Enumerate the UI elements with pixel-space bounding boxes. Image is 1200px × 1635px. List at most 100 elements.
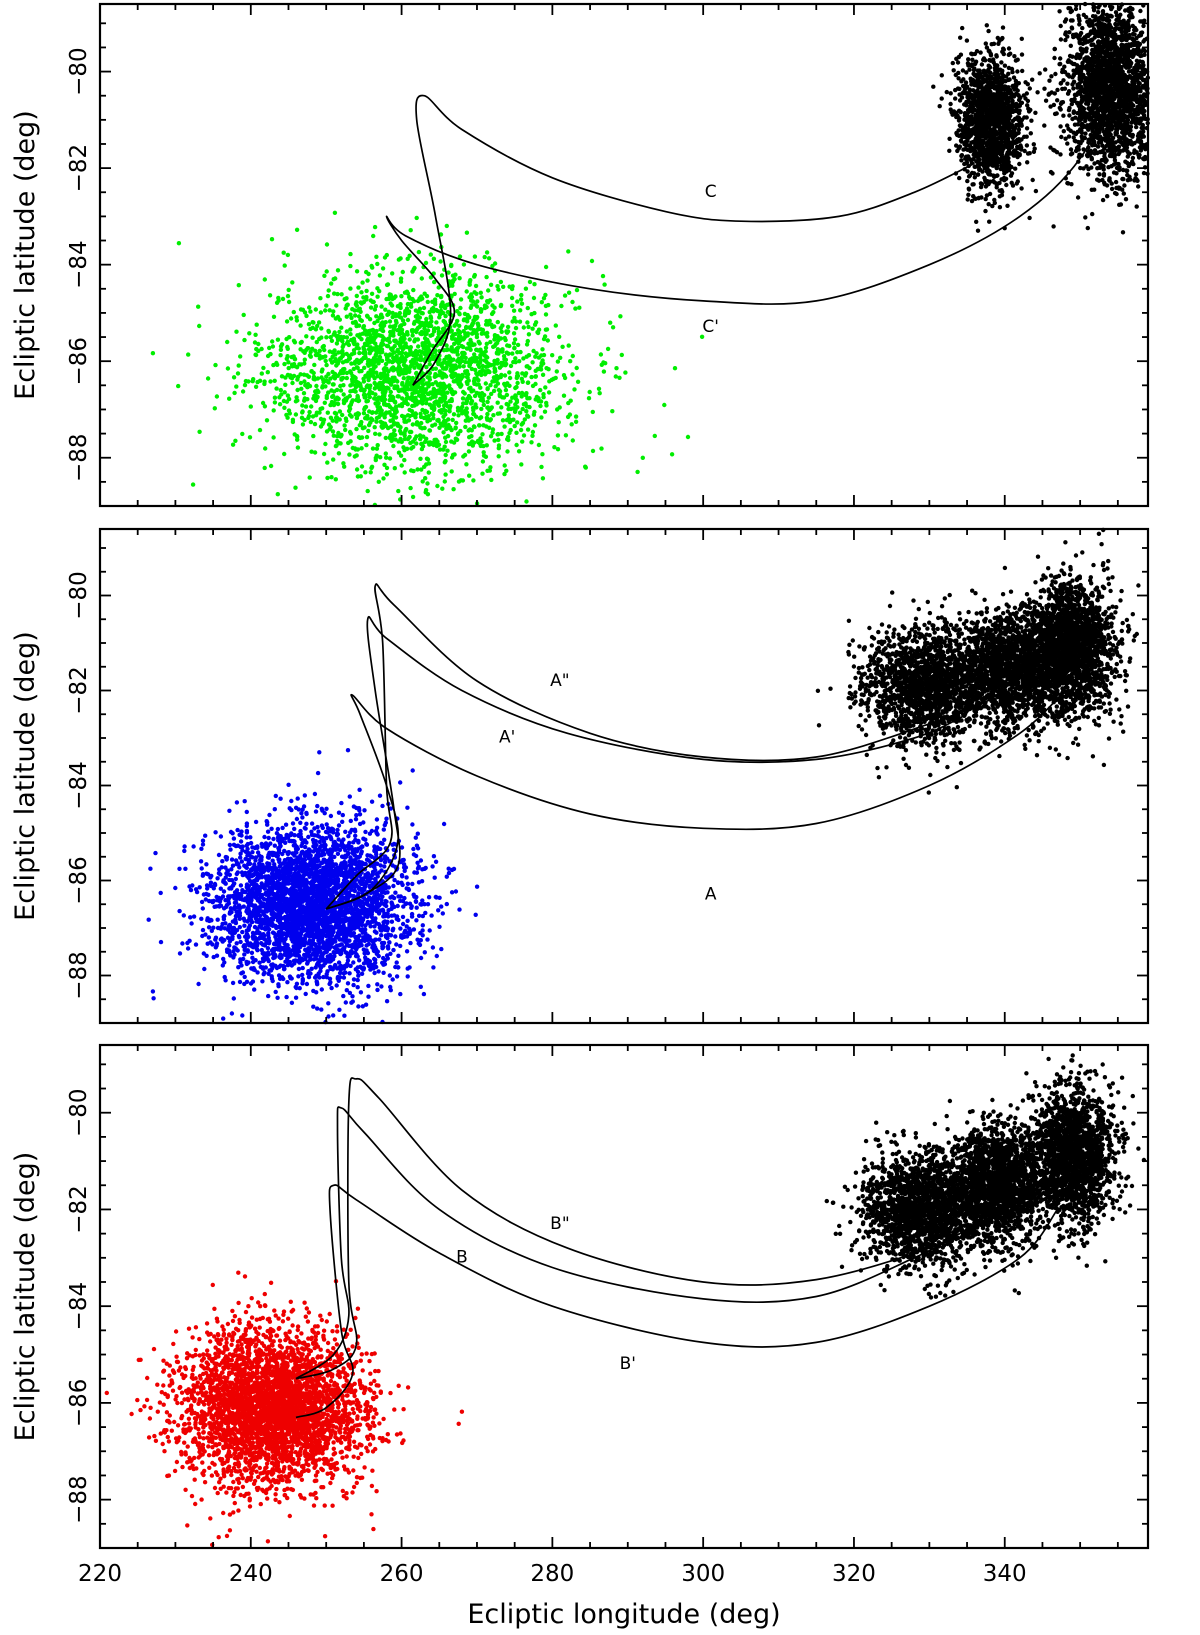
data-point	[965, 108, 971, 113]
data-point	[455, 432, 461, 437]
data-point	[959, 79, 964, 84]
data-point	[475, 314, 480, 320]
data-point	[530, 326, 535, 331]
data-point	[241, 312, 246, 318]
data-point	[485, 330, 490, 336]
data-point	[268, 379, 273, 384]
data-point	[970, 182, 975, 187]
data-point	[386, 309, 392, 314]
data-point	[454, 420, 459, 426]
data-point	[984, 98, 989, 103]
data-point	[299, 386, 304, 391]
data-point	[334, 303, 339, 308]
data-point	[150, 351, 156, 356]
data-point	[254, 346, 259, 352]
data-point	[247, 331, 252, 336]
data-point	[250, 379, 255, 384]
data-point	[490, 324, 495, 329]
data-point	[587, 389, 592, 395]
data-point	[462, 351, 467, 356]
data-point	[444, 223, 449, 229]
data-point	[474, 347, 479, 352]
data-point	[347, 452, 352, 457]
data-point	[525, 364, 530, 369]
data-point	[351, 366, 356, 372]
data-point	[491, 413, 496, 418]
data-point	[312, 362, 317, 368]
data-point	[430, 299, 435, 304]
data-point	[332, 410, 338, 416]
data-point	[404, 446, 410, 451]
data-point	[445, 390, 450, 395]
data-point	[965, 112, 970, 117]
data-point	[450, 417, 455, 423]
data-point	[532, 282, 537, 287]
data-point	[271, 314, 277, 319]
data-point	[489, 311, 495, 317]
data-point	[485, 417, 490, 422]
data-point	[262, 277, 267, 282]
data-point	[530, 429, 536, 435]
data-point	[511, 331, 517, 336]
data-point	[445, 433, 451, 439]
data-point	[393, 318, 399, 323]
data-point	[1042, 123, 1047, 128]
data-point	[983, 135, 989, 141]
data-point	[418, 323, 423, 328]
data-point	[1068, 147, 1074, 152]
data-point	[232, 390, 237, 396]
data-point	[278, 387, 283, 393]
data-point	[558, 355, 563, 360]
data-point	[344, 329, 349, 334]
data-point	[983, 41, 988, 46]
data-point	[479, 331, 484, 336]
data-point	[1108, 148, 1113, 153]
data-point	[366, 358, 371, 363]
data-point	[435, 293, 440, 298]
data-point	[428, 252, 433, 257]
data-point	[420, 392, 426, 397]
data-point	[278, 347, 284, 352]
data-point	[491, 375, 497, 380]
data-point	[346, 357, 352, 362]
data-point	[994, 53, 999, 58]
data-point	[533, 374, 538, 379]
data-point	[393, 323, 398, 328]
data-point	[427, 442, 432, 447]
data-point	[469, 434, 474, 439]
data-point	[562, 375, 568, 381]
data-point	[515, 405, 520, 410]
data-point	[1125, 172, 1130, 178]
target-cloud	[1037, 1, 1151, 235]
data-point	[533, 320, 539, 325]
data-point	[304, 334, 309, 339]
data-point	[457, 312, 462, 317]
data-point	[485, 299, 490, 304]
data-point	[360, 357, 365, 362]
data-point	[461, 454, 466, 459]
data-point	[1003, 91, 1008, 96]
data-point	[1014, 131, 1019, 136]
data-point	[338, 434, 343, 439]
data-point	[479, 406, 484, 412]
data-point	[978, 181, 984, 186]
data-point	[549, 377, 554, 382]
data-point	[270, 344, 276, 349]
data-point	[499, 405, 504, 410]
data-point	[333, 415, 339, 420]
data-point	[514, 442, 519, 448]
data-point	[268, 351, 273, 357]
data-point	[469, 303, 474, 308]
data-point	[442, 479, 447, 484]
data-point	[322, 273, 327, 278]
data-point	[262, 381, 267, 387]
data-point	[449, 262, 454, 268]
data-point	[515, 371, 520, 376]
data-point	[999, 60, 1004, 65]
data-point	[380, 390, 385, 395]
data-point	[372, 425, 377, 430]
data-point	[284, 412, 289, 418]
data-point	[507, 419, 513, 425]
data-point	[470, 405, 476, 410]
data-point	[299, 362, 304, 367]
